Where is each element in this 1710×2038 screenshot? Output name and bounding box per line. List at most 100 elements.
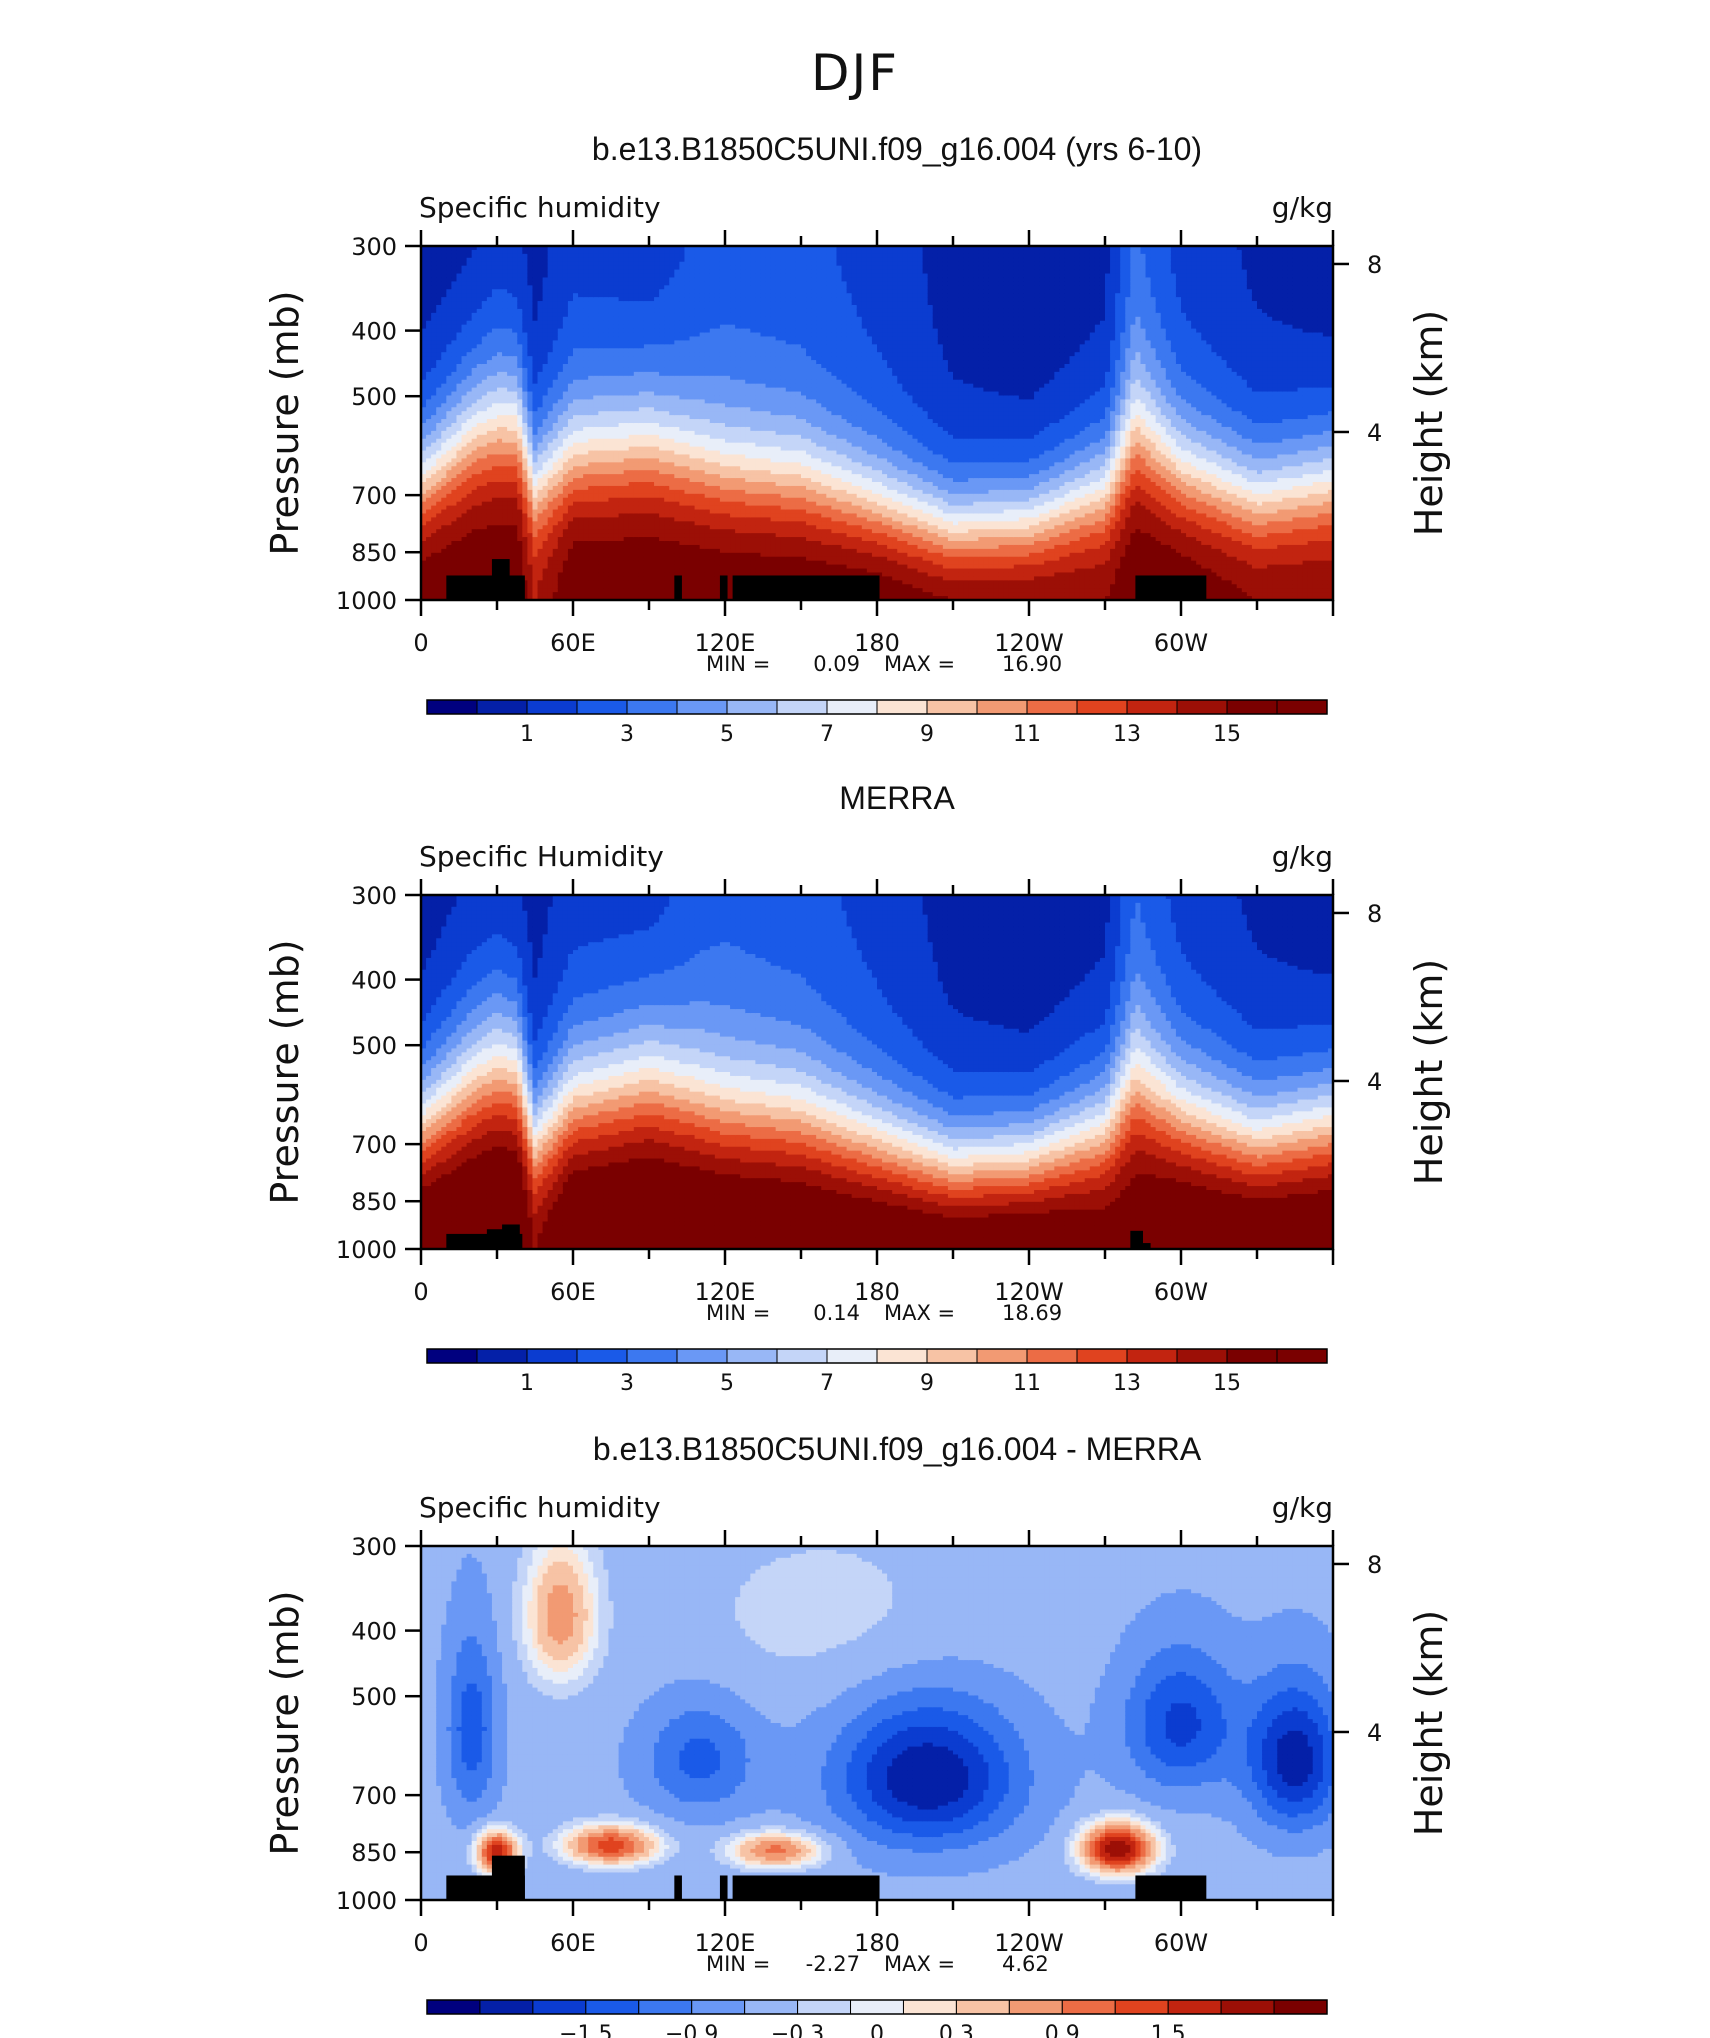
contour-cell xyxy=(456,502,462,507)
contour-cell xyxy=(426,549,432,554)
contour-cell xyxy=(426,254,432,259)
contour-cell xyxy=(436,451,442,456)
contour-cell xyxy=(446,458,452,463)
contour-cell xyxy=(441,368,447,373)
contour-cell xyxy=(436,427,442,432)
contour-cell xyxy=(446,395,452,400)
contour-cell xyxy=(441,403,447,408)
contour-cell xyxy=(441,431,447,436)
contour-cell xyxy=(451,270,457,275)
contour-cell xyxy=(456,545,462,550)
contour-cell xyxy=(436,517,442,522)
contour-cell xyxy=(441,388,447,393)
contour-cell xyxy=(441,427,447,432)
contour-cell xyxy=(441,474,447,479)
contour-cell xyxy=(456,289,462,294)
contour-cell xyxy=(451,258,457,263)
contour-cell xyxy=(436,329,442,334)
contour-cell xyxy=(431,340,437,345)
contour-cell xyxy=(441,411,447,416)
contour-cell xyxy=(431,392,437,397)
contour-cell xyxy=(446,470,452,475)
contour-cell xyxy=(456,285,462,290)
contour-cell xyxy=(426,474,432,479)
contour-cell xyxy=(426,576,432,581)
contour-cell xyxy=(431,561,437,566)
contour-cell xyxy=(441,352,447,357)
contour-cell xyxy=(451,502,457,507)
contour-cell xyxy=(446,289,452,294)
contour-cell xyxy=(456,451,462,456)
contour-cell xyxy=(446,466,452,471)
contour-cell xyxy=(456,376,462,381)
contour-cell xyxy=(456,537,462,542)
contour-cell xyxy=(456,533,462,538)
contour-cell xyxy=(436,592,442,597)
contour-cell xyxy=(431,592,437,597)
contour-cell xyxy=(456,305,462,310)
contour-cell xyxy=(456,454,462,459)
contour-cell xyxy=(436,348,442,353)
contour-cell xyxy=(446,392,452,397)
contour-cell xyxy=(446,490,452,495)
contour-cell xyxy=(456,474,462,479)
contour-cell xyxy=(451,490,457,495)
contour-cell xyxy=(441,384,447,389)
contour-cell xyxy=(456,494,462,499)
contour-cell xyxy=(456,340,462,345)
contour-cell xyxy=(436,506,442,511)
contour-cell xyxy=(446,435,452,440)
contour-cell xyxy=(446,423,452,428)
contour-cell xyxy=(456,513,462,518)
contour-cell xyxy=(446,258,452,263)
contour-cell xyxy=(456,541,462,546)
contour-cell xyxy=(426,415,432,420)
contour-cell xyxy=(451,297,457,302)
contour-cell xyxy=(426,454,432,459)
contour-cell xyxy=(456,419,462,424)
contour-cell xyxy=(446,482,452,487)
contour-cell xyxy=(451,274,457,279)
contour-cell xyxy=(426,525,432,530)
contour-cell xyxy=(441,305,447,310)
contour-cell xyxy=(451,329,457,334)
contour-cell xyxy=(446,521,452,526)
contour-cell xyxy=(446,443,452,448)
contour-cell xyxy=(441,517,447,522)
contour-cell xyxy=(446,372,452,377)
contour-cell xyxy=(426,490,432,495)
contour-cell xyxy=(436,521,442,526)
contour-cell xyxy=(426,431,432,436)
contour-cell xyxy=(436,333,442,338)
contour-cell xyxy=(451,521,457,526)
contour-cell xyxy=(451,545,457,550)
contour-cell xyxy=(451,486,457,491)
contour-cell xyxy=(426,561,432,566)
contour-cell xyxy=(426,486,432,491)
contour-cell xyxy=(441,443,447,448)
contour-cell xyxy=(441,348,447,353)
contour-cell xyxy=(436,289,442,294)
contour-cell xyxy=(426,557,432,562)
contour-cell xyxy=(451,423,457,428)
contour-cell xyxy=(426,411,432,416)
contour-cell xyxy=(451,541,457,546)
contour-cell xyxy=(456,411,462,416)
contour-cell xyxy=(456,517,462,522)
contour-cell xyxy=(456,317,462,322)
contour-cell xyxy=(436,317,442,322)
contour-cell xyxy=(456,529,462,534)
contour-cell xyxy=(456,392,462,397)
contour-cell xyxy=(441,423,447,428)
contour-cell xyxy=(426,403,432,408)
contour-cell xyxy=(426,325,432,330)
contour-cell xyxy=(431,348,437,353)
contour-cell xyxy=(436,470,442,475)
contour-cell xyxy=(456,270,462,275)
contour-cell xyxy=(456,470,462,475)
contour-cell xyxy=(436,510,442,515)
contour-cell xyxy=(426,537,432,542)
contour-cell xyxy=(446,270,452,275)
contour-cell xyxy=(431,321,437,326)
contour-cell xyxy=(431,262,437,267)
